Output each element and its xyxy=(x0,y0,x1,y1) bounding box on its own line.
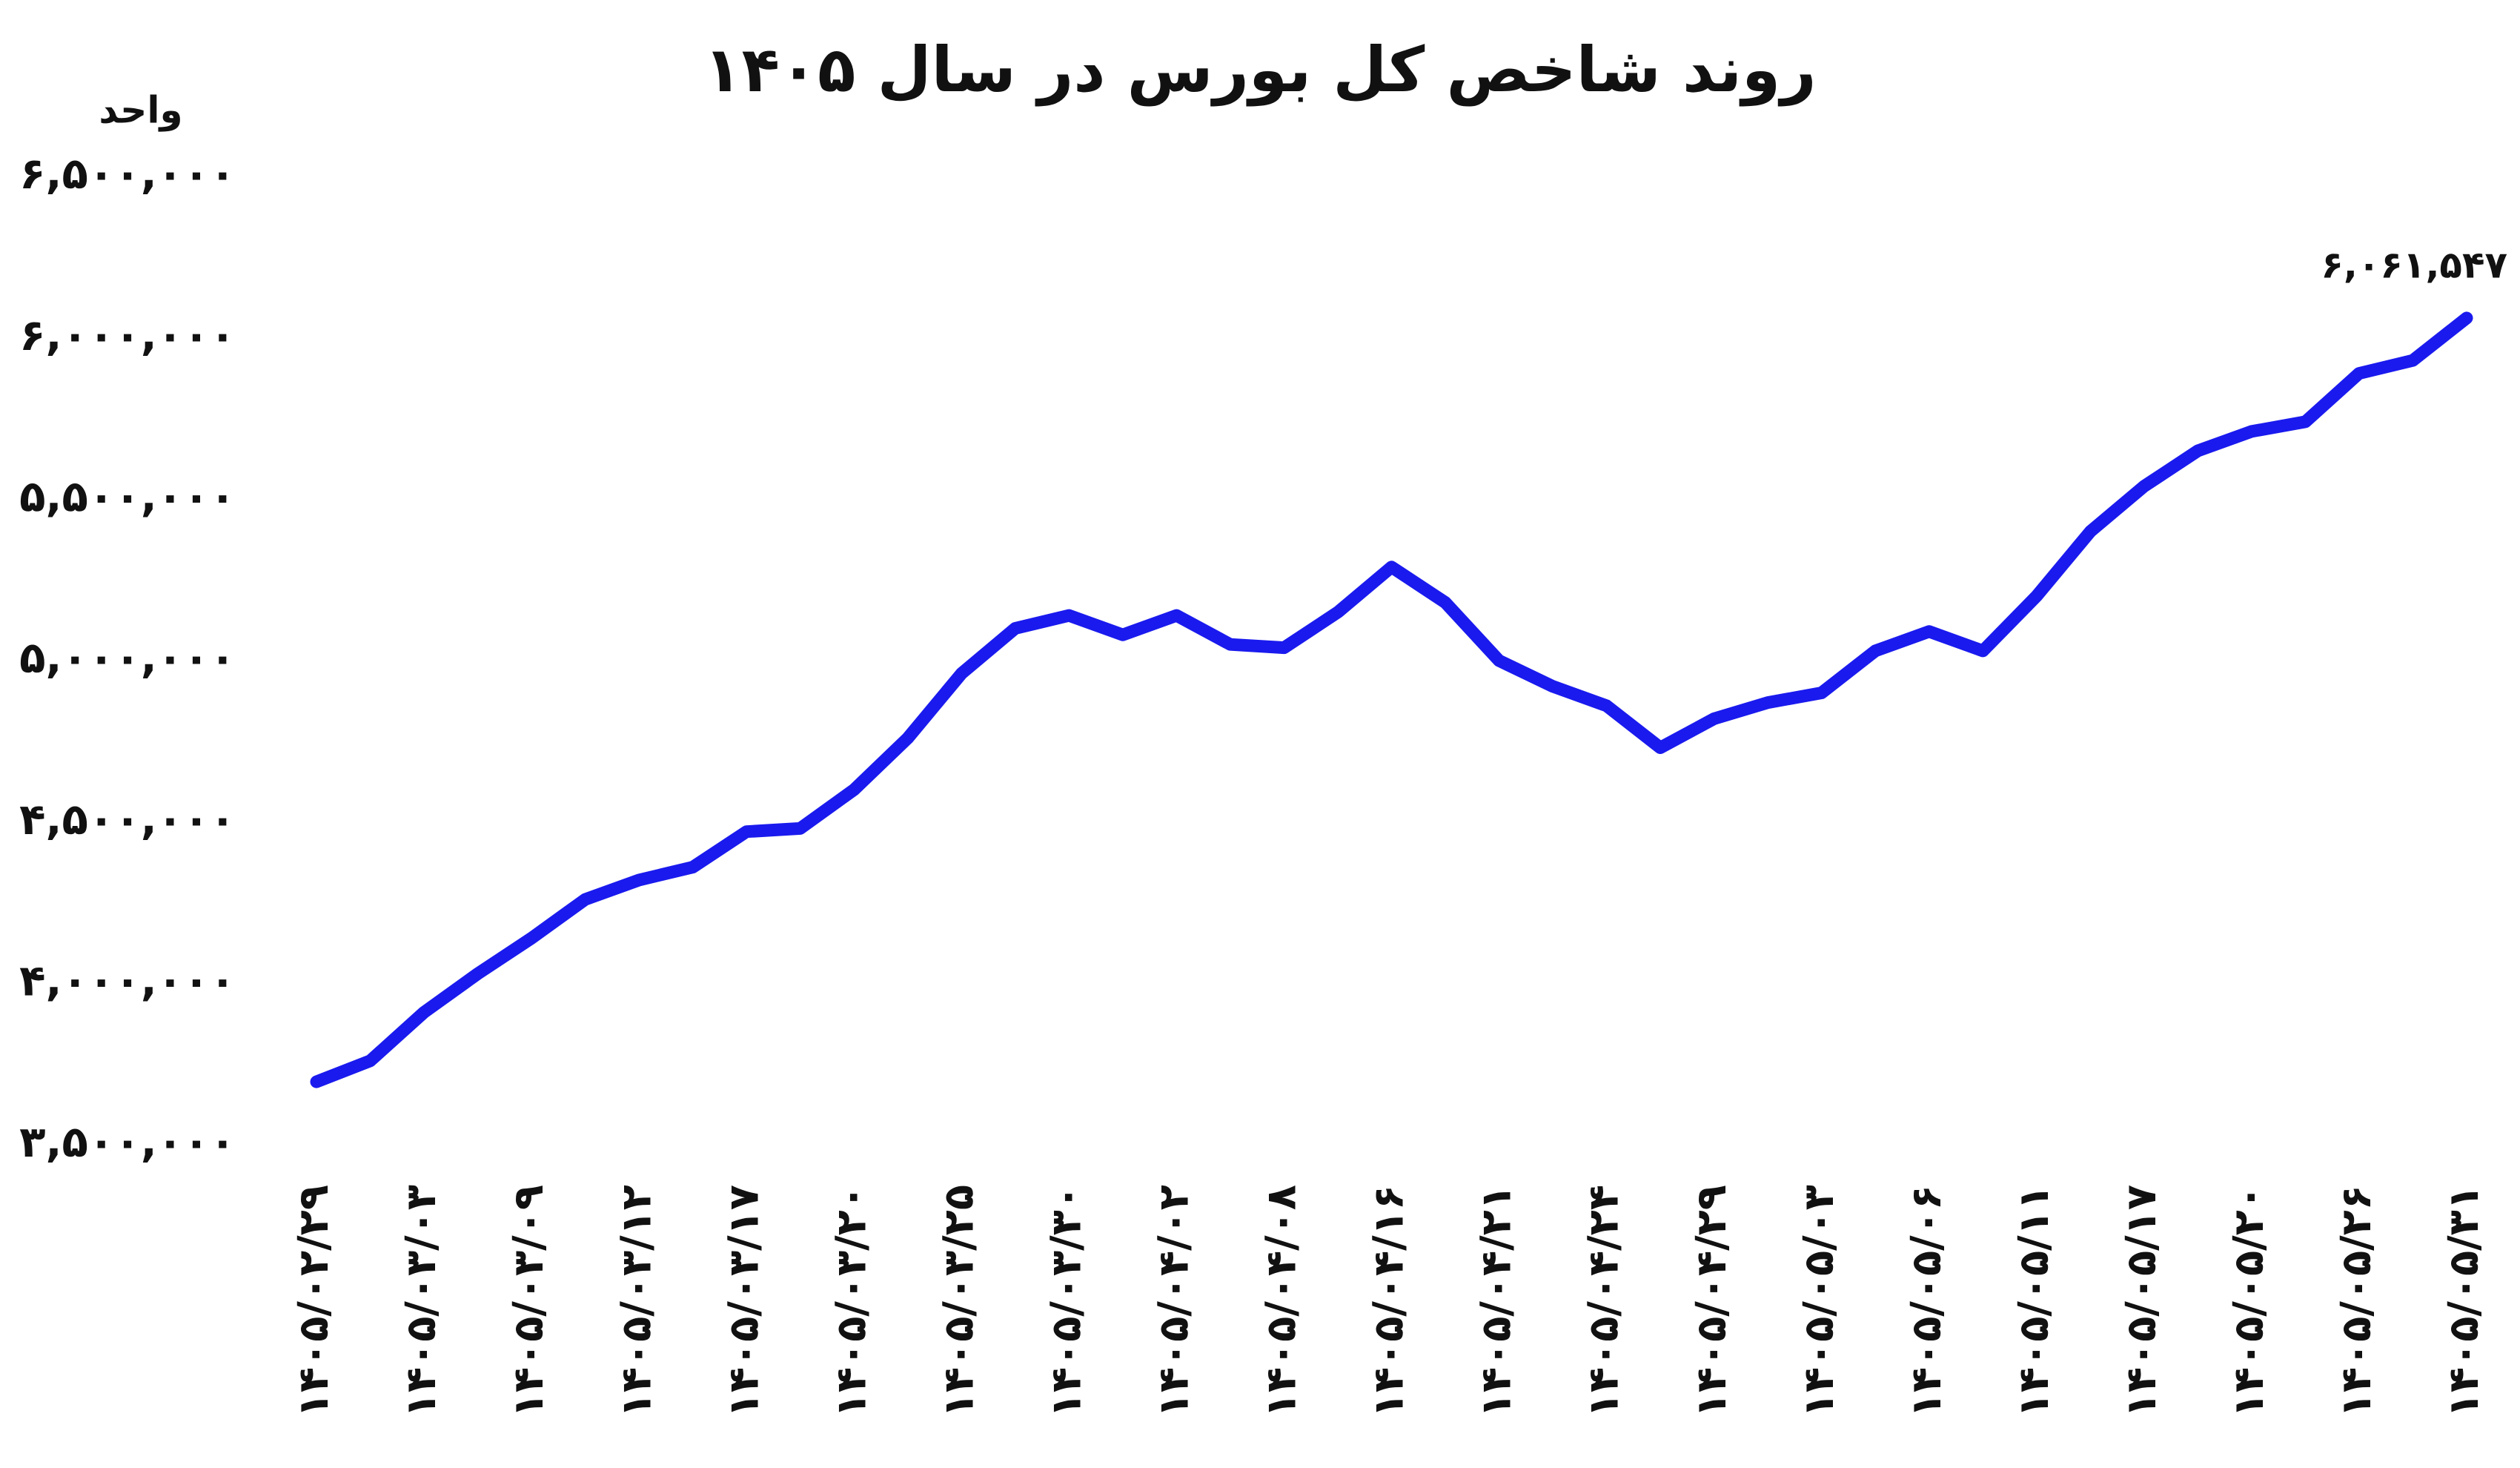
x-tick-label: ۱۴۰۵/۰۳/۳۰ xyxy=(1042,1185,1090,1418)
y-tick-label: ۵,۵۰۰,۰۰۰ xyxy=(19,471,236,521)
x-tick-label: ۱۴۰۵/۰۳/۲۵ xyxy=(935,1185,983,1418)
x-tick-label: ۱۴۰۵/۰۵/۱۷ xyxy=(2118,1185,2166,1418)
x-tick-label: ۱۴۰۵/۰۳/۱۲ xyxy=(612,1185,660,1418)
x-tick-label: ۱۴۰۵/۰۵/۲۰ xyxy=(2225,1185,2273,1418)
x-tick-label: ۱۴۰۵/۰۵/۰۳ xyxy=(1795,1185,1843,1418)
x-tick-label: ۱۴۰۵/۰۵/۳۱ xyxy=(2440,1185,2488,1418)
y-tick-label: ۶,۵۰۰,۰۰۰ xyxy=(19,148,236,199)
x-tick-label: ۱۴۰۵/۰۵/۱۱ xyxy=(2010,1185,2058,1418)
x-tick-label: ۱۴۰۵/۰۳/۱۷ xyxy=(720,1185,768,1418)
value-label: ۶,۰۶۱,۵۴۷ xyxy=(2321,243,2507,286)
y-tick-label: ۴,۰۰۰,۰۰۰ xyxy=(19,955,236,1005)
y-tick-label: ۵,۰۰۰,۰۰۰ xyxy=(19,632,236,683)
y-tick-label: ۴,۵۰۰,۰۰۰ xyxy=(19,794,236,844)
y-tick-label: ۳,۵۰۰,۰۰۰ xyxy=(19,1117,236,1167)
x-tick-label: ۱۴۰۵/۰۴/۲۴ xyxy=(1580,1185,1628,1418)
x-tick-label: ۱۴۰۵/۰۳/۲۰ xyxy=(827,1185,875,1418)
x-tick-label: ۱۴۰۵/۰۴/۲۱ xyxy=(1473,1185,1521,1418)
y-axis-unit: واحد xyxy=(99,89,182,133)
x-tick-label: ۱۴۰۵/۰۲/۲۹ xyxy=(290,1185,338,1418)
x-tick-label: ۱۴۰۵/۰۵/۲۶ xyxy=(2332,1185,2381,1418)
x-tick-label: ۱۴۰۵/۰۵/۰۶ xyxy=(1903,1185,1951,1418)
x-tick-label: ۱۴۰۵/۰۳/۰۹ xyxy=(505,1185,553,1418)
x-tick-label: ۱۴۰۵/۰۴/۰۲ xyxy=(1150,1185,1198,1418)
chart-title: روند شاخص کل بورس در سال ۱۴۰۵ xyxy=(703,33,1816,107)
x-tick-label: ۱۴۰۵/۰۳/۰۳ xyxy=(397,1185,445,1418)
x-tick-label: ۱۴۰۵/۰۴/۲۹ xyxy=(1688,1185,1736,1418)
x-tick-label: ۱۴۰۵/۰۴/۰۸ xyxy=(1258,1185,1306,1418)
data-line xyxy=(310,311,2473,1088)
y-tick-label: ۶,۰۰۰,۰۰۰ xyxy=(19,310,236,360)
x-tick-label: ۱۴۰۵/۰۴/۱۶ xyxy=(1365,1185,1413,1418)
